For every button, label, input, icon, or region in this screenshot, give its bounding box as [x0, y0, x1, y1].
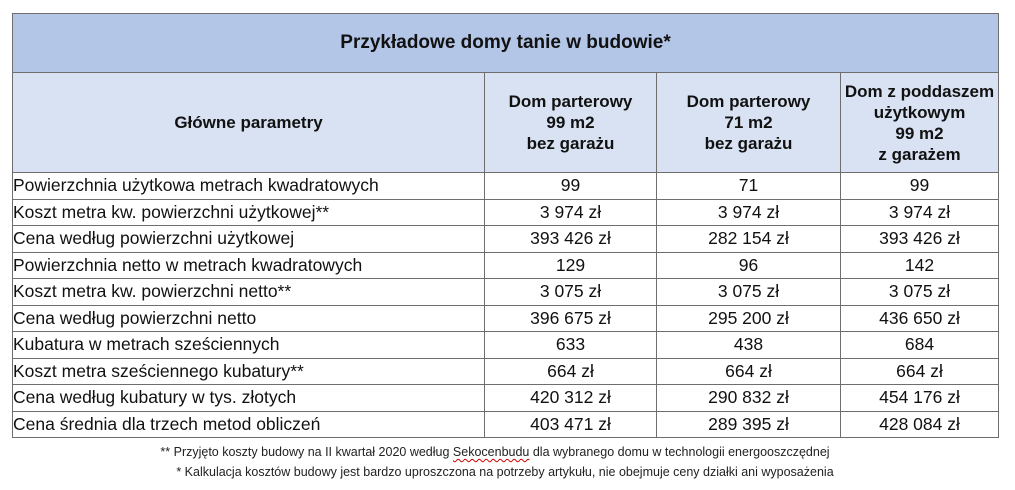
header-column-1-line: bez garażu — [526, 134, 615, 153]
row-value: 3 974 zł — [484, 198, 657, 226]
row-value: 142 — [839, 251, 1000, 279]
row-value: 396 675 zł — [484, 304, 657, 332]
row-label: Cena według kubatury w tys. złotych — [12, 384, 485, 412]
row-value: 393 426 zł — [839, 225, 1000, 253]
table-row: Cena według powierzchni użytkowej 393 426… — [12, 225, 1000, 253]
header-column-3: Dom z poddaszem użytkowym 99 m2 z garaże… — [839, 72, 1000, 173]
footnote-costs-source: ** Przyjęto koszty budowy na II kwartał … — [12, 442, 998, 462]
row-value: 295 200 zł — [656, 304, 841, 332]
row-label: Cena według powierzchni netto — [12, 304, 485, 332]
header-column-1: Dom parterowy 99 m2 bez garażu — [484, 72, 657, 173]
row-label: Cena średnia dla trzech metod obliczeń — [12, 410, 485, 438]
table-title: Przykładowe domy tanie w budowie* — [11, 13, 1000, 73]
row-value: 99 — [839, 172, 1000, 200]
header-row: Główne parametry Dom parterowy 99 m2 bez… — [12, 72, 1000, 173]
row-value: 393 426 zł — [484, 225, 657, 253]
header-column-3-line: z garażem — [878, 144, 961, 164]
row-value: 3 075 zł — [839, 278, 1000, 306]
cost-table: Przykładowe domy tanie w budowie* Główne… — [11, 13, 1000, 438]
row-value: 403 471 zł — [484, 410, 657, 438]
row-value: 289 395 zł — [656, 410, 841, 438]
table-row: Koszt metra kw. powierzchni netto** 3 075… — [12, 278, 1000, 306]
row-value: 3 075 zł — [656, 278, 841, 306]
row-label: Powierzchnia użytkowa metrach kwadratowy… — [12, 172, 485, 200]
table-row: Cena według powierzchni netto 396 675 zł 2… — [12, 304, 1000, 332]
header-column-2-line: Dom parterowy — [686, 92, 811, 111]
header-column-3-line: Dom z poddaszem — [844, 81, 995, 101]
title-row: Przykładowe domy tanie w budowie* — [11, 13, 1000, 73]
table-row: Powierzchnia netto w metrach kwadratowyc… — [12, 251, 1000, 279]
row-value: 664 zł — [839, 357, 1000, 385]
row-label: Cena według powierzchni użytkowej — [12, 225, 485, 253]
row-value: 633 — [484, 331, 657, 359]
row-value: 3 974 zł — [839, 198, 1000, 226]
footnote-calculation-note: * Kalkulacja kosztów budowy jest bardzo … — [176, 465, 834, 479]
row-value: 684 — [839, 331, 1000, 359]
table-row: Koszt metra sześciennego kubatury** 664 z… — [12, 357, 1000, 385]
header-column-1-line: Dom parterowy — [508, 92, 633, 111]
footnote-1-text: ** Przyjęto koszty budowy na II kwartał … — [160, 445, 453, 459]
row-value: 290 832 zł — [656, 384, 841, 412]
table-body: Powierzchnia użytkowa metrach kwadratowy… — [12, 172, 1000, 438]
table-row: Cena średnia dla trzech metod obliczeń 40… — [12, 410, 1000, 438]
row-value: 438 — [656, 331, 841, 359]
row-label: Koszt metra kw. powierzchni netto** — [12, 278, 485, 306]
row-value: 428 084 zł — [839, 410, 1000, 438]
header-column-2-line: 71 m2 — [724, 113, 773, 132]
row-value: 3 974 zł — [656, 198, 841, 226]
footnote-1-source: Sekocenbudu — [452, 445, 530, 459]
row-value: 420 312 zł — [484, 384, 657, 412]
row-value: 71 — [656, 172, 841, 200]
header-main-parameters: Główne parametry — [12, 72, 485, 173]
header-column-1-line: 99 m2 — [546, 113, 595, 132]
row-value: 664 zł — [484, 357, 657, 385]
row-label: Powierzchnia netto w metrach kwadratowyc… — [12, 251, 485, 279]
table-row: Kubatura w metrach sześciennych 633 438 684 — [12, 331, 1000, 359]
header-column-2-line: bez garażu — [704, 134, 793, 153]
table-row: Cena według kubatury w tys. złotych 420 3… — [12, 384, 1000, 412]
header-column-3-line: użytkowym — [873, 102, 966, 122]
table-row: Koszt metra kw. powierzchni użytkowej** 3… — [12, 198, 1000, 226]
table-wrapper: Przykładowe domy tanie w budowie* Główne… — [11, 13, 1000, 482]
header-column-3-line: 99 m2 — [895, 123, 944, 143]
row-value: 3 075 zł — [484, 278, 657, 306]
row-value: 282 154 zł — [656, 225, 841, 253]
row-label: Koszt metra kw. powierzchni użytkowej** — [12, 198, 485, 226]
footnote-1-text-end: dla wybranego domu w technologii energoo… — [529, 445, 830, 459]
header-column-2: Dom parterowy 71 m2 bez garażu — [656, 72, 841, 173]
row-value: 96 — [656, 251, 841, 279]
row-value: 664 zł — [656, 357, 841, 385]
row-value: 454 176 zł — [839, 384, 1000, 412]
table-row: Powierzchnia użytkowa metrach kwadratowy… — [12, 172, 1000, 200]
row-label: Kubatura w metrach sześciennych — [12, 331, 485, 359]
row-value: 129 — [484, 251, 657, 279]
row-value: 99 — [484, 172, 657, 200]
row-value: 436 650 zł — [839, 304, 1000, 332]
row-label: Koszt metra sześciennego kubatury** — [12, 357, 485, 385]
footnotes: ** Przyjęto koszty budowy na II kwartał … — [12, 442, 998, 482]
